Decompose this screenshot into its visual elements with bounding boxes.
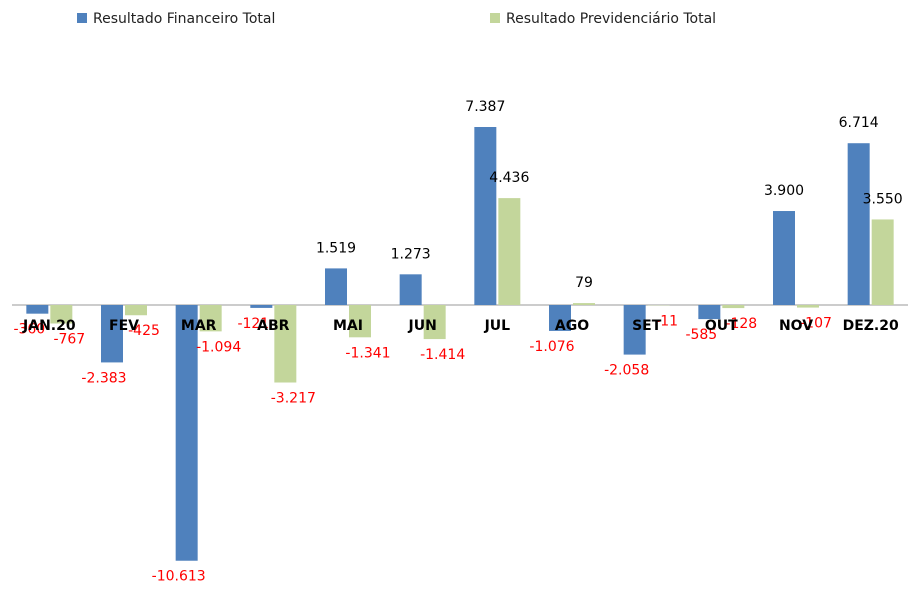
bar bbox=[573, 303, 595, 305]
data-label: 4.436 bbox=[489, 170, 529, 186]
x-tick-label: MAR bbox=[181, 318, 217, 334]
data-label: 1.273 bbox=[391, 246, 431, 262]
x-tick-label: FEV bbox=[109, 318, 139, 334]
data-label: -1.341 bbox=[345, 345, 390, 361]
data-label: -11 bbox=[655, 313, 678, 329]
data-label: -1.414 bbox=[420, 347, 465, 363]
data-label: -425 bbox=[128, 323, 160, 339]
bar bbox=[349, 305, 371, 338]
legend-label: Resultado Financeiro Total bbox=[93, 11, 275, 27]
bar bbox=[101, 305, 123, 363]
data-label: -1.094 bbox=[196, 339, 241, 355]
bar bbox=[50, 305, 73, 324]
data-label: -128 bbox=[725, 316, 757, 332]
data-label: 1.519 bbox=[316, 240, 356, 256]
legend-swatch bbox=[490, 13, 500, 23]
bar bbox=[125, 305, 147, 316]
legend-swatch bbox=[77, 13, 87, 23]
bar bbox=[399, 274, 422, 305]
bar bbox=[325, 268, 347, 305]
data-label: -1.076 bbox=[529, 339, 574, 355]
x-tick-label: DEZ.20 bbox=[843, 318, 899, 334]
data-label: -2.058 bbox=[604, 363, 649, 379]
bar bbox=[199, 305, 222, 332]
bar bbox=[423, 305, 446, 340]
data-label: 3.900 bbox=[764, 183, 804, 199]
x-tick-label: ABR bbox=[257, 318, 290, 334]
x-tick-label: OUT bbox=[705, 318, 738, 334]
x-tick-label: JAN.20 bbox=[22, 318, 76, 334]
data-label: 6.714 bbox=[839, 115, 879, 131]
data-label: -767 bbox=[53, 331, 85, 347]
bar bbox=[474, 127, 497, 305]
legend-label: Resultado Previdenciário Total bbox=[506, 11, 716, 27]
bar bbox=[623, 305, 646, 355]
data-label: -10.613 bbox=[152, 569, 206, 585]
data-label: -585 bbox=[685, 327, 717, 343]
x-tick-label: NOV bbox=[779, 318, 813, 334]
bar bbox=[549, 305, 571, 331]
x-tick-label: JUN bbox=[408, 318, 437, 334]
x-tick-label: JUL bbox=[484, 318, 511, 334]
data-label: 79 bbox=[575, 275, 593, 291]
x-tick-label: AGO bbox=[555, 318, 589, 334]
bar bbox=[797, 305, 819, 308]
data-label: -121 bbox=[237, 316, 269, 332]
bar bbox=[250, 305, 273, 308]
bar bbox=[847, 143, 870, 305]
data-label: -107 bbox=[800, 316, 832, 332]
data-label: -3.217 bbox=[271, 391, 316, 407]
bar bbox=[175, 305, 198, 561]
bar bbox=[26, 305, 49, 314]
data-label: -360 bbox=[13, 322, 45, 338]
data-label: 3.550 bbox=[863, 191, 903, 207]
bar bbox=[698, 305, 721, 320]
bar bbox=[773, 211, 795, 305]
x-tick-label: MAI bbox=[333, 318, 363, 334]
bar bbox=[498, 198, 521, 305]
x-tick-label: SET bbox=[632, 318, 662, 334]
data-label: -2.383 bbox=[81, 370, 126, 386]
data-label: 7.387 bbox=[465, 99, 505, 115]
bar bbox=[722, 305, 745, 309]
bar bbox=[274, 305, 297, 383]
bar bbox=[871, 219, 894, 305]
